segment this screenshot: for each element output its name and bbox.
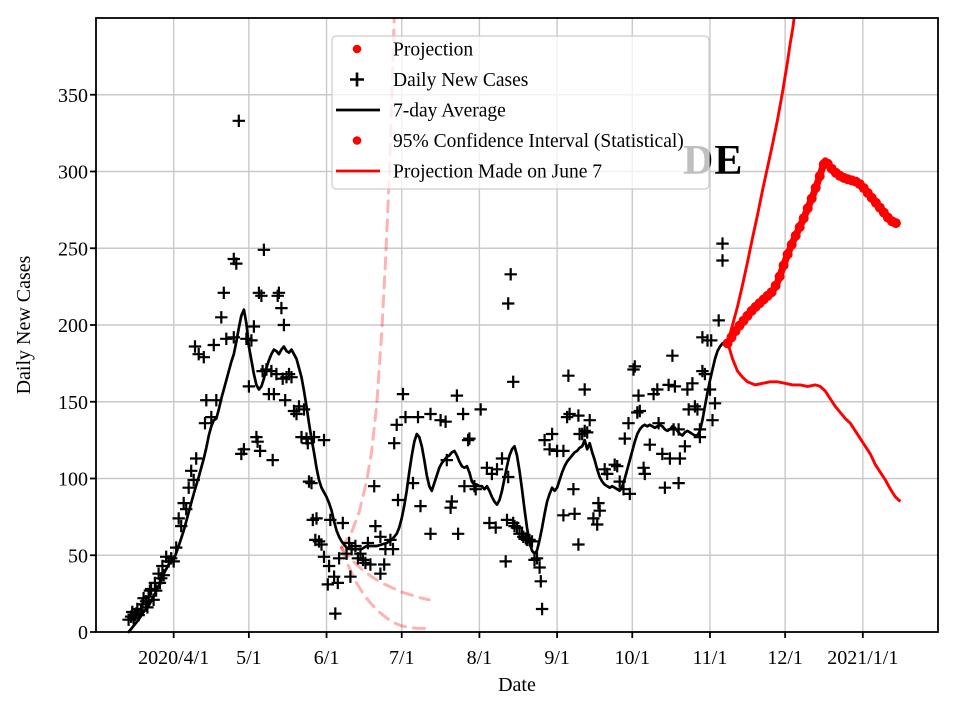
legend: Projection Daily New Cases 7-day Average 95… [331,35,710,190]
projection-dot [770,280,781,291]
y-tick-label: 200 [58,315,88,337]
projection-dot [806,193,817,204]
ci-upper-line [726,18,796,344]
x-tick-label: 7/1 [389,647,415,669]
projection-dot [810,182,821,193]
x-tick-label: 2021/1/1 [827,647,898,669]
y-tick-label: 150 [58,392,88,414]
y-tick-label: 100 [58,469,88,491]
june7-central-dashed-line [340,546,431,602]
y-tick-label: 50 [68,545,88,567]
projection-dot [786,239,797,250]
legend-entry: 7-day Average [336,101,506,122]
x-tick-label: 9/1 [544,647,570,669]
x-tick-label: 10/1 [614,647,650,669]
legend-entry: Projection [352,40,473,61]
x-tick-label: 8/1 [467,647,493,669]
legend-entry: 95% Confidence Interval (Statistical) [352,131,684,152]
ci-lower-line [726,341,902,503]
projection-dot [778,260,789,271]
legend-label: 95% Confidence Interval (Statistical) [393,131,684,152]
confidence-interval-group [726,18,902,503]
seven-day-average-line [127,308,729,634]
y-tick-label: 300 [58,162,88,184]
x-tick-label: 5/1 [236,647,262,669]
projection-dot [782,249,793,260]
x-tick-label: 2020/4/1 [138,647,209,669]
projection-dot [890,218,901,229]
legend-dot-marker [352,44,362,54]
legend-label: Projection Made on June 7 [393,162,602,183]
y-tick-label: 0 [78,622,88,644]
legend-entry: Daily New Cases [350,70,528,91]
legend-label: 7-day Average [393,101,506,122]
x-tick-label: 12/1 [767,647,803,669]
legend-plus-marker [350,72,364,87]
legend-entry: Projection Made on June 7 [336,162,602,183]
tick-marks [90,93,864,638]
projection-dot [814,171,825,182]
legend-label: Projection [393,40,473,61]
june7-lower-ci-dashed-line [340,546,434,631]
legend-dot-marker [352,136,362,145]
legend-label: Daily New Cases [393,70,528,91]
projection-dot [790,230,801,241]
x-tick-label: 11/1 [693,647,728,669]
legend-box [331,35,710,190]
x-axis-title: Date [498,674,536,696]
projection-dot [794,222,805,233]
projection-dot [774,271,785,282]
y-tick-label: 250 [58,238,88,260]
x-tick-label: 6/1 [314,647,340,669]
projection-dot [802,203,813,214]
daily-new-cases-markers [122,114,729,626]
y-tick-label: 350 [58,85,88,107]
tick-labels: 2020/4/1 5/1 6/1 7/1 8/1 9/1 10/1 11/1 12/1 2021/… [58,85,898,669]
projection-dot [798,213,809,224]
y-axis-title: Daily New Cases [13,255,35,394]
projection-dots [722,157,901,349]
